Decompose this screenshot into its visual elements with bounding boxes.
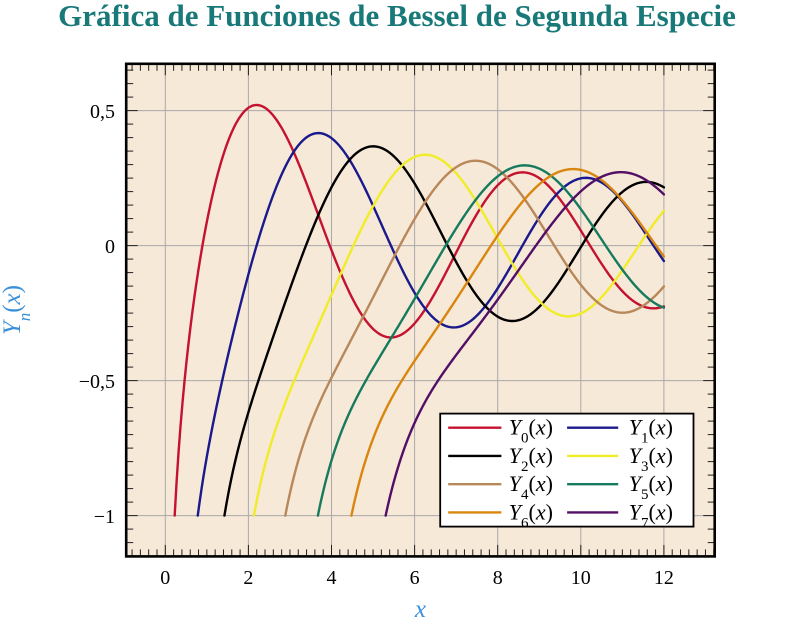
svg-text:−1: −1: [94, 506, 115, 528]
svg-text:10: 10: [571, 567, 591, 589]
svg-text:2: 2: [243, 567, 253, 589]
svg-text:−0,5: −0,5: [79, 371, 115, 393]
svg-text:4: 4: [327, 567, 337, 589]
svg-text:Yn(x): Yn(x): [0, 285, 34, 335]
svg-text:0: 0: [105, 236, 115, 258]
svg-text:8: 8: [493, 567, 503, 589]
svg-text:x: x: [414, 596, 426, 623]
svg-text:0,5: 0,5: [90, 101, 115, 123]
svg-text:0: 0: [160, 567, 170, 589]
svg-text:12: 12: [654, 567, 674, 589]
svg-text:6: 6: [410, 567, 420, 589]
